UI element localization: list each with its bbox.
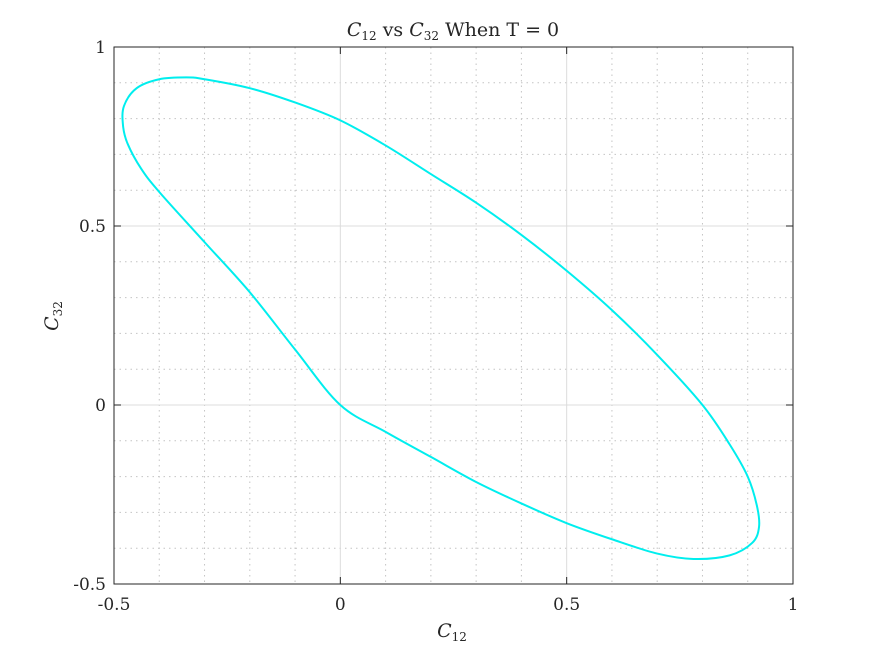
- x-tick-label: 0: [335, 595, 346, 615]
- x-tick-label: 1: [788, 595, 799, 615]
- series-group: [121, 76, 761, 560]
- axes-box: [113, 46, 794, 585]
- y-axis-label-sub: 32: [51, 301, 65, 316]
- title-right-var: C: [409, 19, 424, 41]
- title-mid: vs: [377, 19, 410, 41]
- title-left-var: C: [347, 19, 362, 41]
- x-tick-label: 0.5: [553, 595, 580, 615]
- tick-marks: [113, 46, 794, 585]
- x-axis-label-var: C: [437, 620, 452, 642]
- minor-grid: [114, 47, 793, 584]
- x-tick-labels: -0.5 0 0.5 1: [98, 595, 799, 615]
- title-rest: When T = 0: [439, 19, 559, 41]
- x-axis-label: C12: [437, 620, 467, 644]
- title-left-sub: 12: [361, 29, 376, 43]
- plot-area: [114, 47, 793, 584]
- x-tick-label: -0.5: [98, 595, 131, 615]
- chart-title: C12 vs C32 When T = 0: [347, 19, 559, 43]
- series-line: [121, 76, 761, 560]
- y-axis-label: C32: [41, 301, 65, 331]
- y-tick-labels: -0.5 0 0.5 1: [73, 38, 106, 595]
- y-tick-label: 0.5: [79, 217, 106, 237]
- y-tick-label: 0: [95, 396, 106, 416]
- y-axis-label-var: C: [41, 316, 63, 331]
- title-right-sub: 32: [424, 29, 439, 43]
- y-tick-label: 1: [95, 38, 106, 58]
- x-axis-label-sub: 12: [452, 630, 467, 644]
- y-tick-label: -0.5: [73, 575, 106, 595]
